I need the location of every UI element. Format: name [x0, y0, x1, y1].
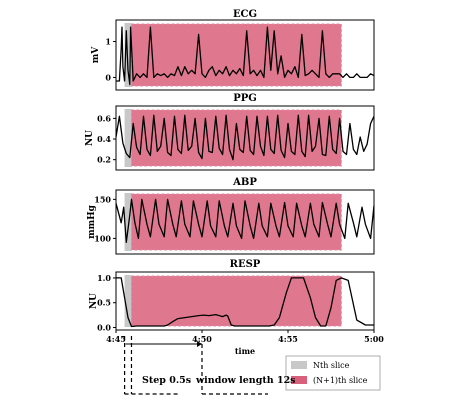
panel-abp-frame — [115, 189, 375, 255]
ytick-label: 0.4 — [97, 134, 111, 144]
ytick-label: 100 — [94, 233, 111, 243]
panel-abp-ylabel: mmHg — [87, 204, 97, 239]
ytick-label: 1.0 — [97, 273, 111, 283]
ytick-label: 1 — [105, 37, 111, 47]
ytick-label: 0.6 — [97, 113, 111, 123]
panel-ppg-frame — [115, 105, 375, 171]
panel-ecg-n1-slice — [130, 23, 342, 87]
ytick-label: 150 — [94, 194, 111, 204]
ytick-label: 0.2 — [97, 155, 111, 165]
panel-ppg-ylabel: NU — [85, 130, 95, 146]
panel-ppg-title: PPG — [233, 93, 257, 104]
panel-resp-title: RESP — [230, 259, 261, 270]
ytick-label: 0 — [105, 72, 111, 82]
panel-resp-nth-slice — [124, 275, 132, 327]
window-arrowhead — [197, 341, 202, 347]
panel-ppg-n1-slice — [130, 109, 342, 167]
panel-ppg-signal-line — [115, 114, 375, 161]
xtick-label: 4:45 — [106, 334, 126, 344]
panel-resp-signal-line — [116, 277, 374, 328]
panel-ecg-title: ECG — [233, 9, 257, 20]
panel-resp-ylabel: NU — [89, 293, 99, 309]
panel-abp-signal-line — [115, 198, 375, 243]
xtick-label: 5:00 — [364, 334, 384, 344]
xtick-label: 4:50 — [192, 334, 212, 344]
panel-abp-nth-slice — [124, 193, 132, 251]
legend-label-n1: (N+1)th slice — [313, 376, 368, 385]
panel-ecg-signal-line — [116, 26, 375, 86]
x-axis-label: time — [235, 346, 255, 356]
legend-swatch-n1 — [291, 376, 307, 384]
panel-ecg-nth-slice — [124, 23, 132, 87]
xtick-label: 4:55 — [278, 334, 298, 344]
step-annotation: Step 0.5s — [142, 375, 191, 386]
panel-resp-frame — [115, 271, 375, 331]
panel-ecg-frame — [115, 19, 375, 91]
panel-ppg-nth-slice — [124, 109, 132, 167]
ytick-label: 0.5 — [97, 298, 111, 308]
legend-swatch-nth — [291, 361, 307, 369]
ytick-label: 0.0 — [97, 323, 111, 333]
panel-abp-title: ABP — [232, 177, 257, 188]
legend-label-nth: Nth slice — [313, 361, 350, 370]
panel-ecg-ylabel: mV — [91, 46, 101, 64]
window-annotation: window length 12s — [195, 375, 296, 386]
panel-resp-n1-slice — [130, 275, 342, 327]
